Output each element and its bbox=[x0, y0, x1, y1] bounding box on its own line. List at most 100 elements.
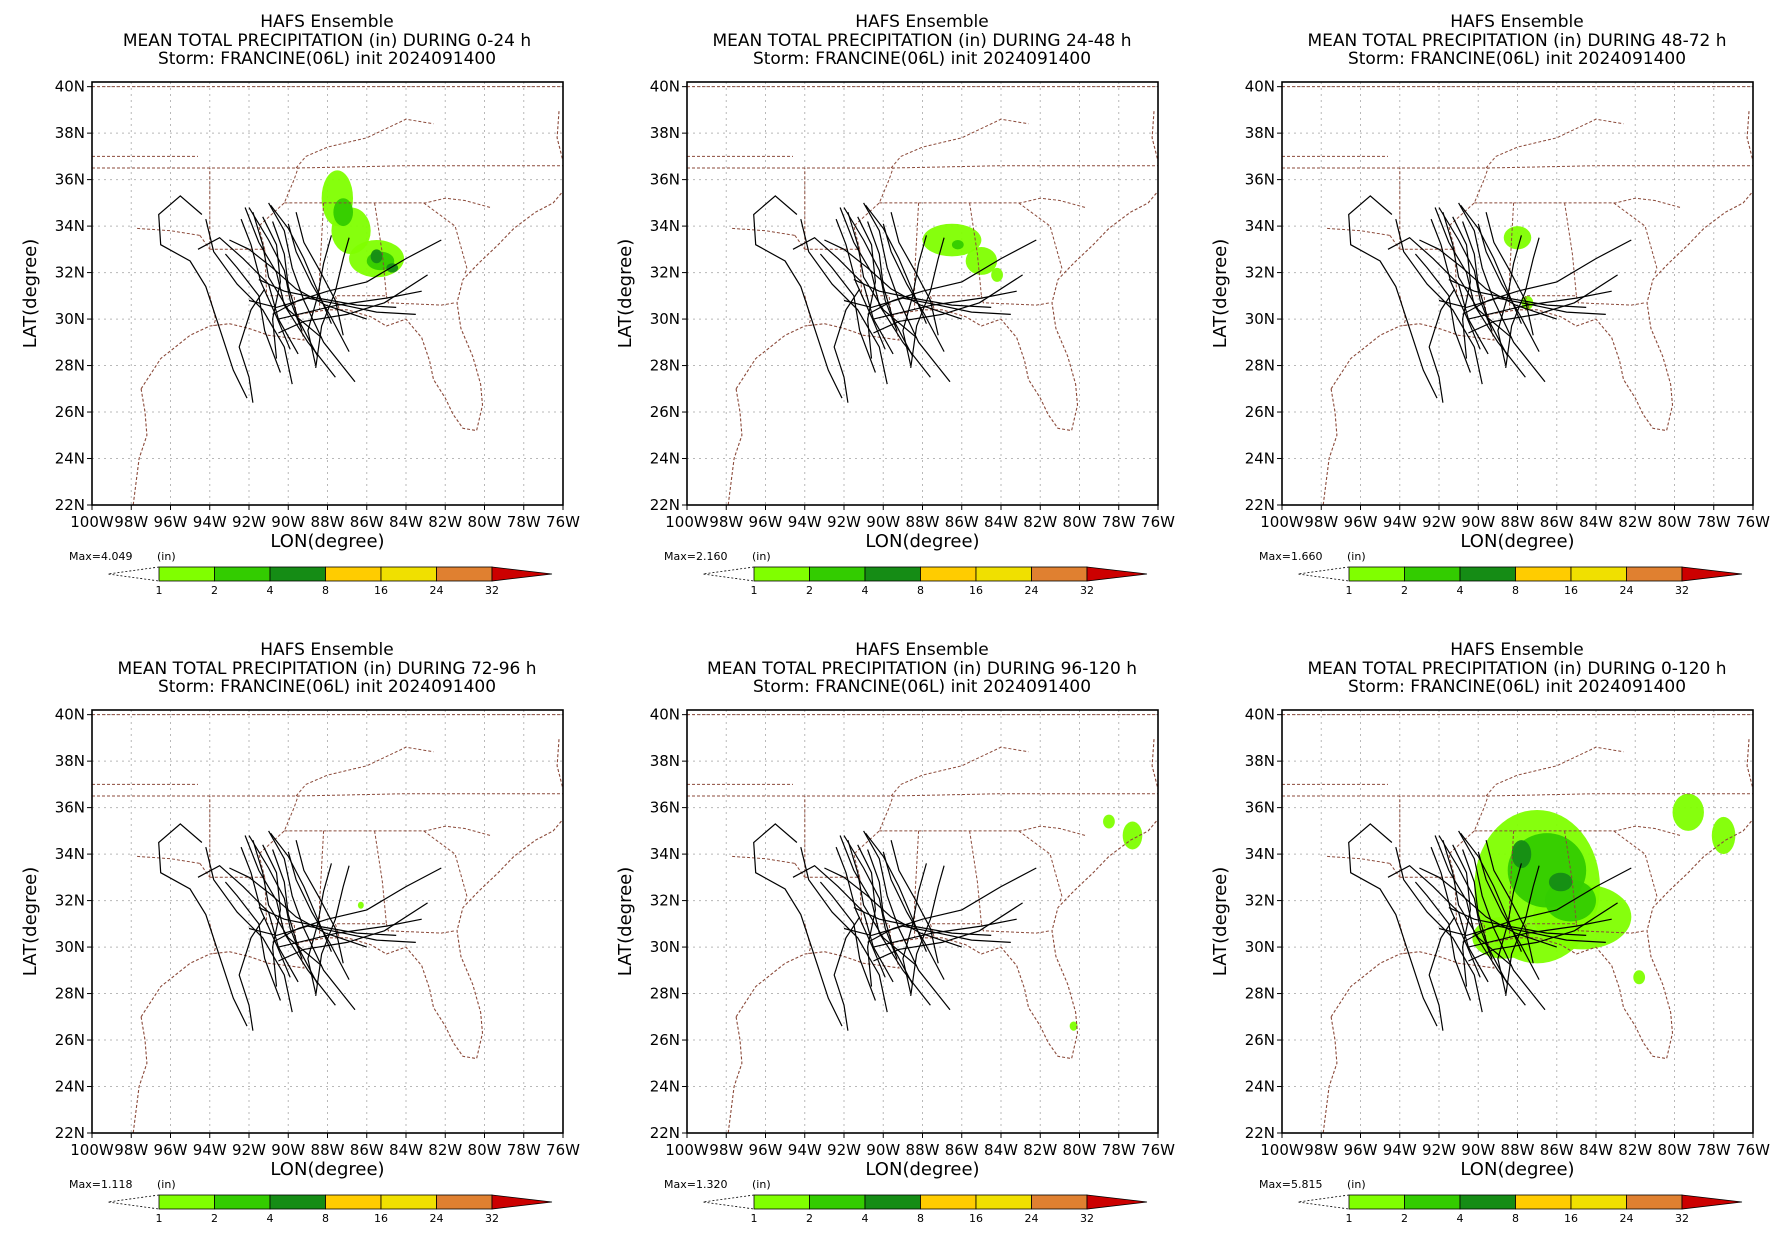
ensemble-track bbox=[1419, 867, 1557, 948]
colorbar-level-label: 32 bbox=[1080, 1212, 1094, 1225]
colorbar-segment bbox=[1626, 1194, 1683, 1210]
colorbar-segment bbox=[1348, 1194, 1405, 1210]
colorbar-segment bbox=[1404, 566, 1461, 582]
panel-title-line2: MEAN TOTAL PRECIPITATION (in) DURING 96-… bbox=[707, 659, 1137, 679]
state-border bbox=[1575, 923, 1646, 934]
panel-title-line1: HAFS Ensemble bbox=[1450, 12, 1583, 32]
colorbar-high-end bbox=[491, 566, 553, 582]
rain-area-4in bbox=[1548, 872, 1573, 892]
panel-title-line1: HAFS Ensemble bbox=[260, 640, 393, 660]
colorbar-segment bbox=[1515, 566, 1572, 582]
colorbar-level-label: 16 bbox=[1564, 1212, 1578, 1225]
ensemble-track bbox=[1448, 907, 1587, 936]
colorbar-segment bbox=[158, 566, 215, 582]
state-border bbox=[804, 876, 892, 943]
ensemble-track bbox=[800, 846, 888, 1013]
lat-tick-label: 28N bbox=[55, 357, 85, 375]
ensemble-track bbox=[252, 840, 322, 967]
ensemble-track bbox=[1442, 212, 1512, 339]
state-border bbox=[1485, 746, 1624, 797]
map-area bbox=[1282, 710, 1753, 1133]
ensemble-track bbox=[1387, 864, 1489, 983]
lat-tick-label: 26N bbox=[55, 1031, 85, 1049]
state-border bbox=[918, 825, 1086, 836]
map-area bbox=[687, 82, 1158, 505]
colorbar-segment bbox=[975, 1194, 1032, 1210]
ensemble-track bbox=[1395, 846, 1483, 1013]
rain-area-1in bbox=[1711, 816, 1736, 855]
colorbar-unit: (in) bbox=[157, 1178, 176, 1191]
lon-tick-label: 94W bbox=[1383, 513, 1417, 531]
ensemble-track bbox=[268, 830, 356, 1011]
lat-tick-label: 30N bbox=[650, 310, 680, 328]
ensemble-track bbox=[873, 918, 1017, 948]
panel-title-line3: Storm: FRANCINE(06L) init 2024091400 bbox=[753, 49, 1091, 69]
lon-tick-label: 88W bbox=[906, 1141, 940, 1159]
colorbar-segment bbox=[1459, 566, 1516, 582]
colorbar-level-label: 2 bbox=[806, 584, 813, 597]
ensemble-track bbox=[863, 830, 951, 1011]
colorbar-high-end bbox=[491, 1194, 553, 1210]
lat-tick-label: 24N bbox=[650, 1078, 680, 1096]
ensemble-track bbox=[1505, 865, 1540, 996]
state-border bbox=[687, 793, 1158, 797]
colorbar-level-label: 8 bbox=[917, 1212, 924, 1225]
ensemble-track bbox=[792, 236, 894, 355]
ensemble-track bbox=[819, 253, 876, 373]
lon-tick-label: 94W bbox=[788, 513, 822, 531]
ensemble-track bbox=[1348, 195, 1438, 399]
state-border bbox=[794, 235, 806, 250]
ensemble-track bbox=[910, 237, 945, 368]
panel-title-line3: Storm: FRANCINE(06L) init 2024091400 bbox=[1348, 677, 1686, 697]
panel-title-line1: HAFS Ensemble bbox=[1450, 640, 1583, 660]
state-border bbox=[929, 830, 982, 938]
colorbar-level-label: 1 bbox=[1346, 1212, 1353, 1225]
lon-tick-label: 98W bbox=[709, 1141, 743, 1159]
panel-title-line3: Storm: FRANCINE(06L) init 2024091400 bbox=[1348, 49, 1686, 69]
state-border bbox=[385, 923, 456, 934]
colorbar-segment bbox=[1570, 1194, 1627, 1210]
lat-tick-label: 28N bbox=[650, 357, 680, 375]
lat-tick-label: 30N bbox=[1245, 310, 1275, 328]
ensemble-track bbox=[800, 218, 888, 385]
ensemble-track bbox=[272, 221, 319, 357]
ensemble-track bbox=[1414, 881, 1471, 1001]
lat-tick-label: 40N bbox=[1245, 706, 1275, 724]
lat-tick-label: 22N bbox=[1245, 1124, 1275, 1142]
lat-tick-label: 30N bbox=[55, 938, 85, 956]
colorbar-level-label: 1 bbox=[156, 1212, 163, 1225]
colorbar-segment bbox=[753, 566, 810, 582]
rain-area-1in bbox=[1503, 226, 1532, 250]
max-value-label: Max=1.118 bbox=[69, 1178, 132, 1191]
coastline bbox=[727, 1016, 743, 1133]
ensemble-track bbox=[1442, 840, 1512, 967]
y-axis-label: LAT(degree) bbox=[20, 239, 41, 348]
max-value-label: Max=5.815 bbox=[1259, 1178, 1322, 1191]
state-border bbox=[853, 167, 894, 250]
ensemble-track bbox=[295, 840, 344, 964]
ensemble-track bbox=[1462, 239, 1632, 315]
rain-area-1in bbox=[922, 223, 982, 257]
lon-tick-label: 80W bbox=[1658, 513, 1692, 531]
state-border bbox=[423, 830, 468, 904]
y-axis-label: LAT(degree) bbox=[1210, 239, 1231, 348]
lon-tick-label: 98W bbox=[1304, 513, 1338, 531]
colorbar-level-label: 8 bbox=[917, 584, 924, 597]
rain-area-4in bbox=[370, 249, 383, 264]
lat-tick-label: 28N bbox=[55, 985, 85, 1003]
ensemble-track bbox=[287, 851, 350, 980]
colorbar-low-end bbox=[107, 1194, 160, 1210]
lon-tick-label: 80W bbox=[468, 1141, 502, 1159]
colorbar-segment bbox=[753, 1194, 810, 1210]
max-value-label: Max=2.160 bbox=[664, 550, 727, 563]
ensemble-track bbox=[158, 195, 248, 399]
coastline bbox=[727, 388, 743, 505]
lon-tick-label: 86W bbox=[1540, 513, 1574, 531]
panel-title-line2: MEAN TOTAL PRECIPITATION (in) DURING 48-… bbox=[1307, 31, 1726, 51]
colorbar-segment bbox=[1459, 1194, 1516, 1210]
ensemble-track bbox=[197, 236, 299, 355]
lat-tick-label: 38N bbox=[650, 124, 680, 142]
rain-area-2in bbox=[333, 198, 354, 227]
lat-tick-label: 40N bbox=[650, 706, 680, 724]
colorbar-level-label: 2 bbox=[1401, 1212, 1408, 1225]
